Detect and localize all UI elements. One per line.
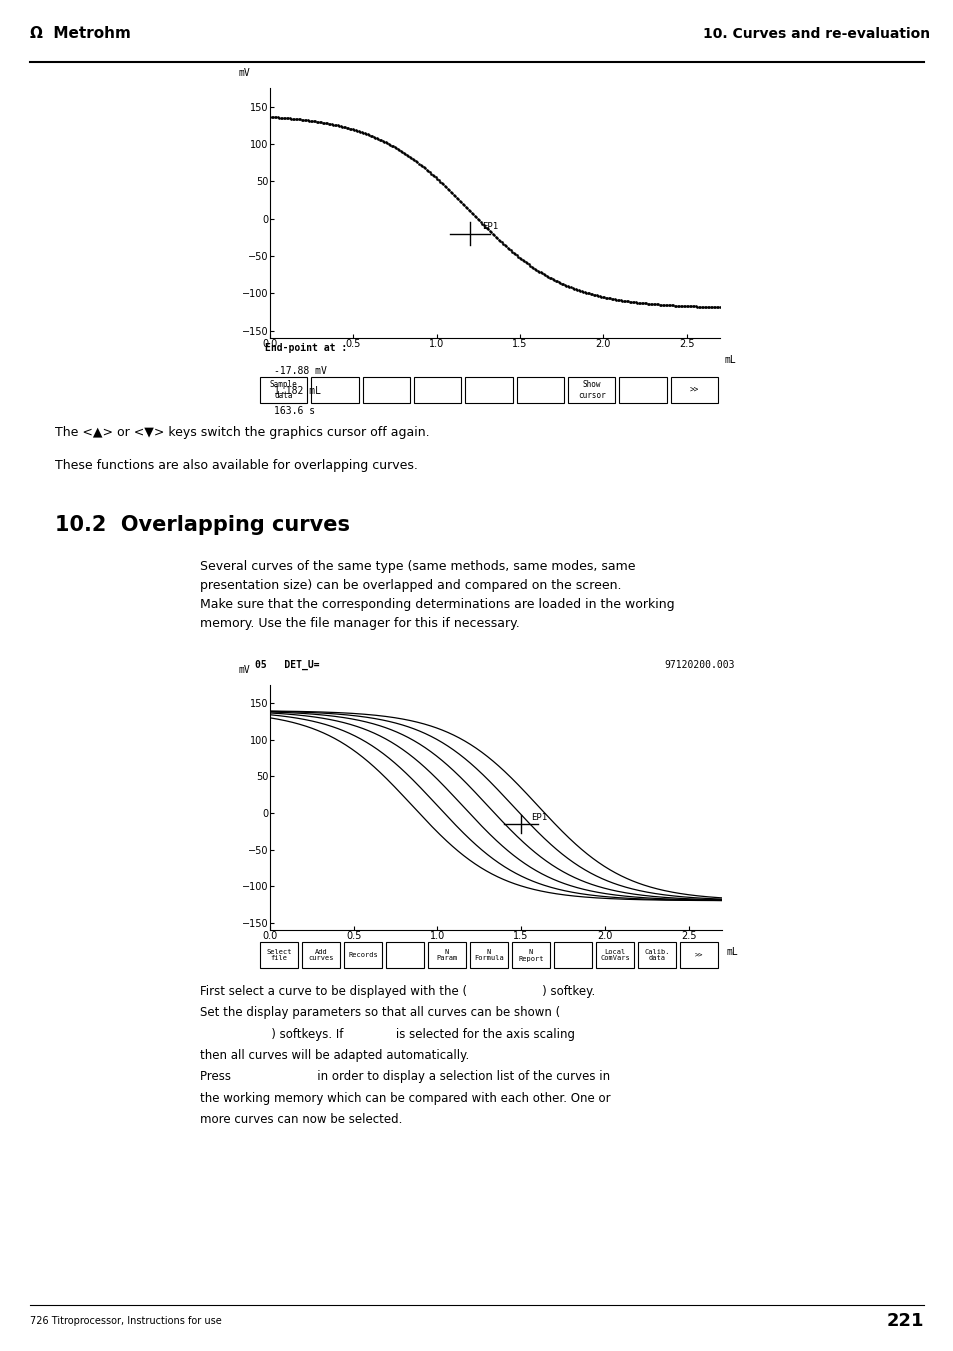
Text: End-point at :: End-point at : — [265, 343, 347, 353]
Bar — [414, 377, 461, 403]
Text: EP1: EP1 — [481, 223, 497, 231]
Bar — [260, 377, 307, 403]
Bar — [618, 377, 666, 403]
Bar — [465, 377, 512, 403]
Text: Show
cursor: Show cursor — [578, 380, 605, 400]
Bar — [362, 377, 410, 403]
Text: the working memory which can be compared with each other. One or: the working memory which can be compared… — [200, 1092, 610, 1105]
Text: -17.88 mV: -17.88 mV — [274, 366, 327, 376]
Text: then all curves will be adapted automatically.: then all curves will be adapted automati… — [200, 1048, 469, 1062]
Bar — [301, 943, 340, 967]
Text: 10. Curves and re-evaluation: 10. Curves and re-evaluation — [702, 27, 929, 41]
Text: N
Report: N Report — [517, 948, 543, 962]
Text: 10.2  Overlapping curves: 10.2 Overlapping curves — [55, 515, 350, 535]
Text: 05   DET_U=: 05 DET_U= — [254, 659, 319, 670]
Bar — [469, 943, 508, 967]
Text: The <▲> or <▼> keys switch the graphics cursor off again.: The <▲> or <▼> keys switch the graphics … — [55, 426, 429, 439]
Text: EP1: EP1 — [531, 813, 547, 821]
Text: 726 Titroprocessor, Instructions for use: 726 Titroprocessor, Instructions for use — [30, 1316, 221, 1327]
Text: ) softkeys. If              is selected for the axis scaling: ) softkeys. If is selected for the axis … — [200, 1028, 575, 1040]
Text: more curves can now be selected.: more curves can now be selected. — [200, 1113, 402, 1125]
Text: mV: mV — [238, 665, 250, 676]
Text: 97120200.003: 97120200.003 — [664, 661, 734, 670]
Bar — [553, 943, 592, 967]
Bar — [637, 943, 676, 967]
Text: Sample
data: Sample data — [270, 380, 297, 400]
Text: Several curves of the same type (same methods, same modes, same
presentation siz: Several curves of the same type (same me… — [200, 561, 674, 630]
Bar — [670, 377, 718, 403]
Text: Ω  Metrohm: Ω Metrohm — [30, 27, 131, 42]
Bar — [343, 943, 382, 967]
Bar — [311, 377, 358, 403]
Text: These functions are also available for overlapping curves.: These functions are also available for o… — [55, 458, 417, 471]
Bar — [517, 377, 563, 403]
Bar — [427, 943, 466, 967]
Text: Local
ComVars: Local ComVars — [599, 948, 629, 962]
Text: mL: mL — [723, 355, 736, 366]
Text: Add
curves: Add curves — [308, 948, 334, 962]
Bar — [385, 943, 424, 967]
Bar — [567, 377, 615, 403]
Text: Set the display parameters so that all curves can be shown (: Set the display parameters so that all c… — [200, 1006, 559, 1020]
Text: 163.6 s: 163.6 s — [274, 405, 314, 416]
Text: Press                       in order to display a selection list of the curves i: Press in order to display a selection li… — [200, 1070, 610, 1084]
Text: mV: mV — [238, 68, 250, 78]
Text: N
Param: N Param — [436, 948, 457, 962]
Text: 221: 221 — [885, 1313, 923, 1331]
Text: N
Formula: N Formula — [474, 948, 503, 962]
Text: First select a curve to be displayed with the (                    ) softkey.: First select a curve to be displayed wit… — [200, 985, 595, 998]
Text: >>: >> — [689, 385, 699, 394]
Bar — [259, 943, 298, 967]
Text: 1.182 mL: 1.182 mL — [274, 385, 320, 396]
Text: Records: Records — [348, 952, 377, 958]
Text: mL: mL — [726, 947, 738, 957]
Bar — [595, 943, 634, 967]
Bar — [511, 943, 550, 967]
Text: >>: >> — [694, 952, 702, 958]
Text: Calib.
data: Calib. data — [643, 948, 669, 962]
Text: Select
file: Select file — [266, 948, 292, 962]
Bar — [679, 943, 718, 967]
